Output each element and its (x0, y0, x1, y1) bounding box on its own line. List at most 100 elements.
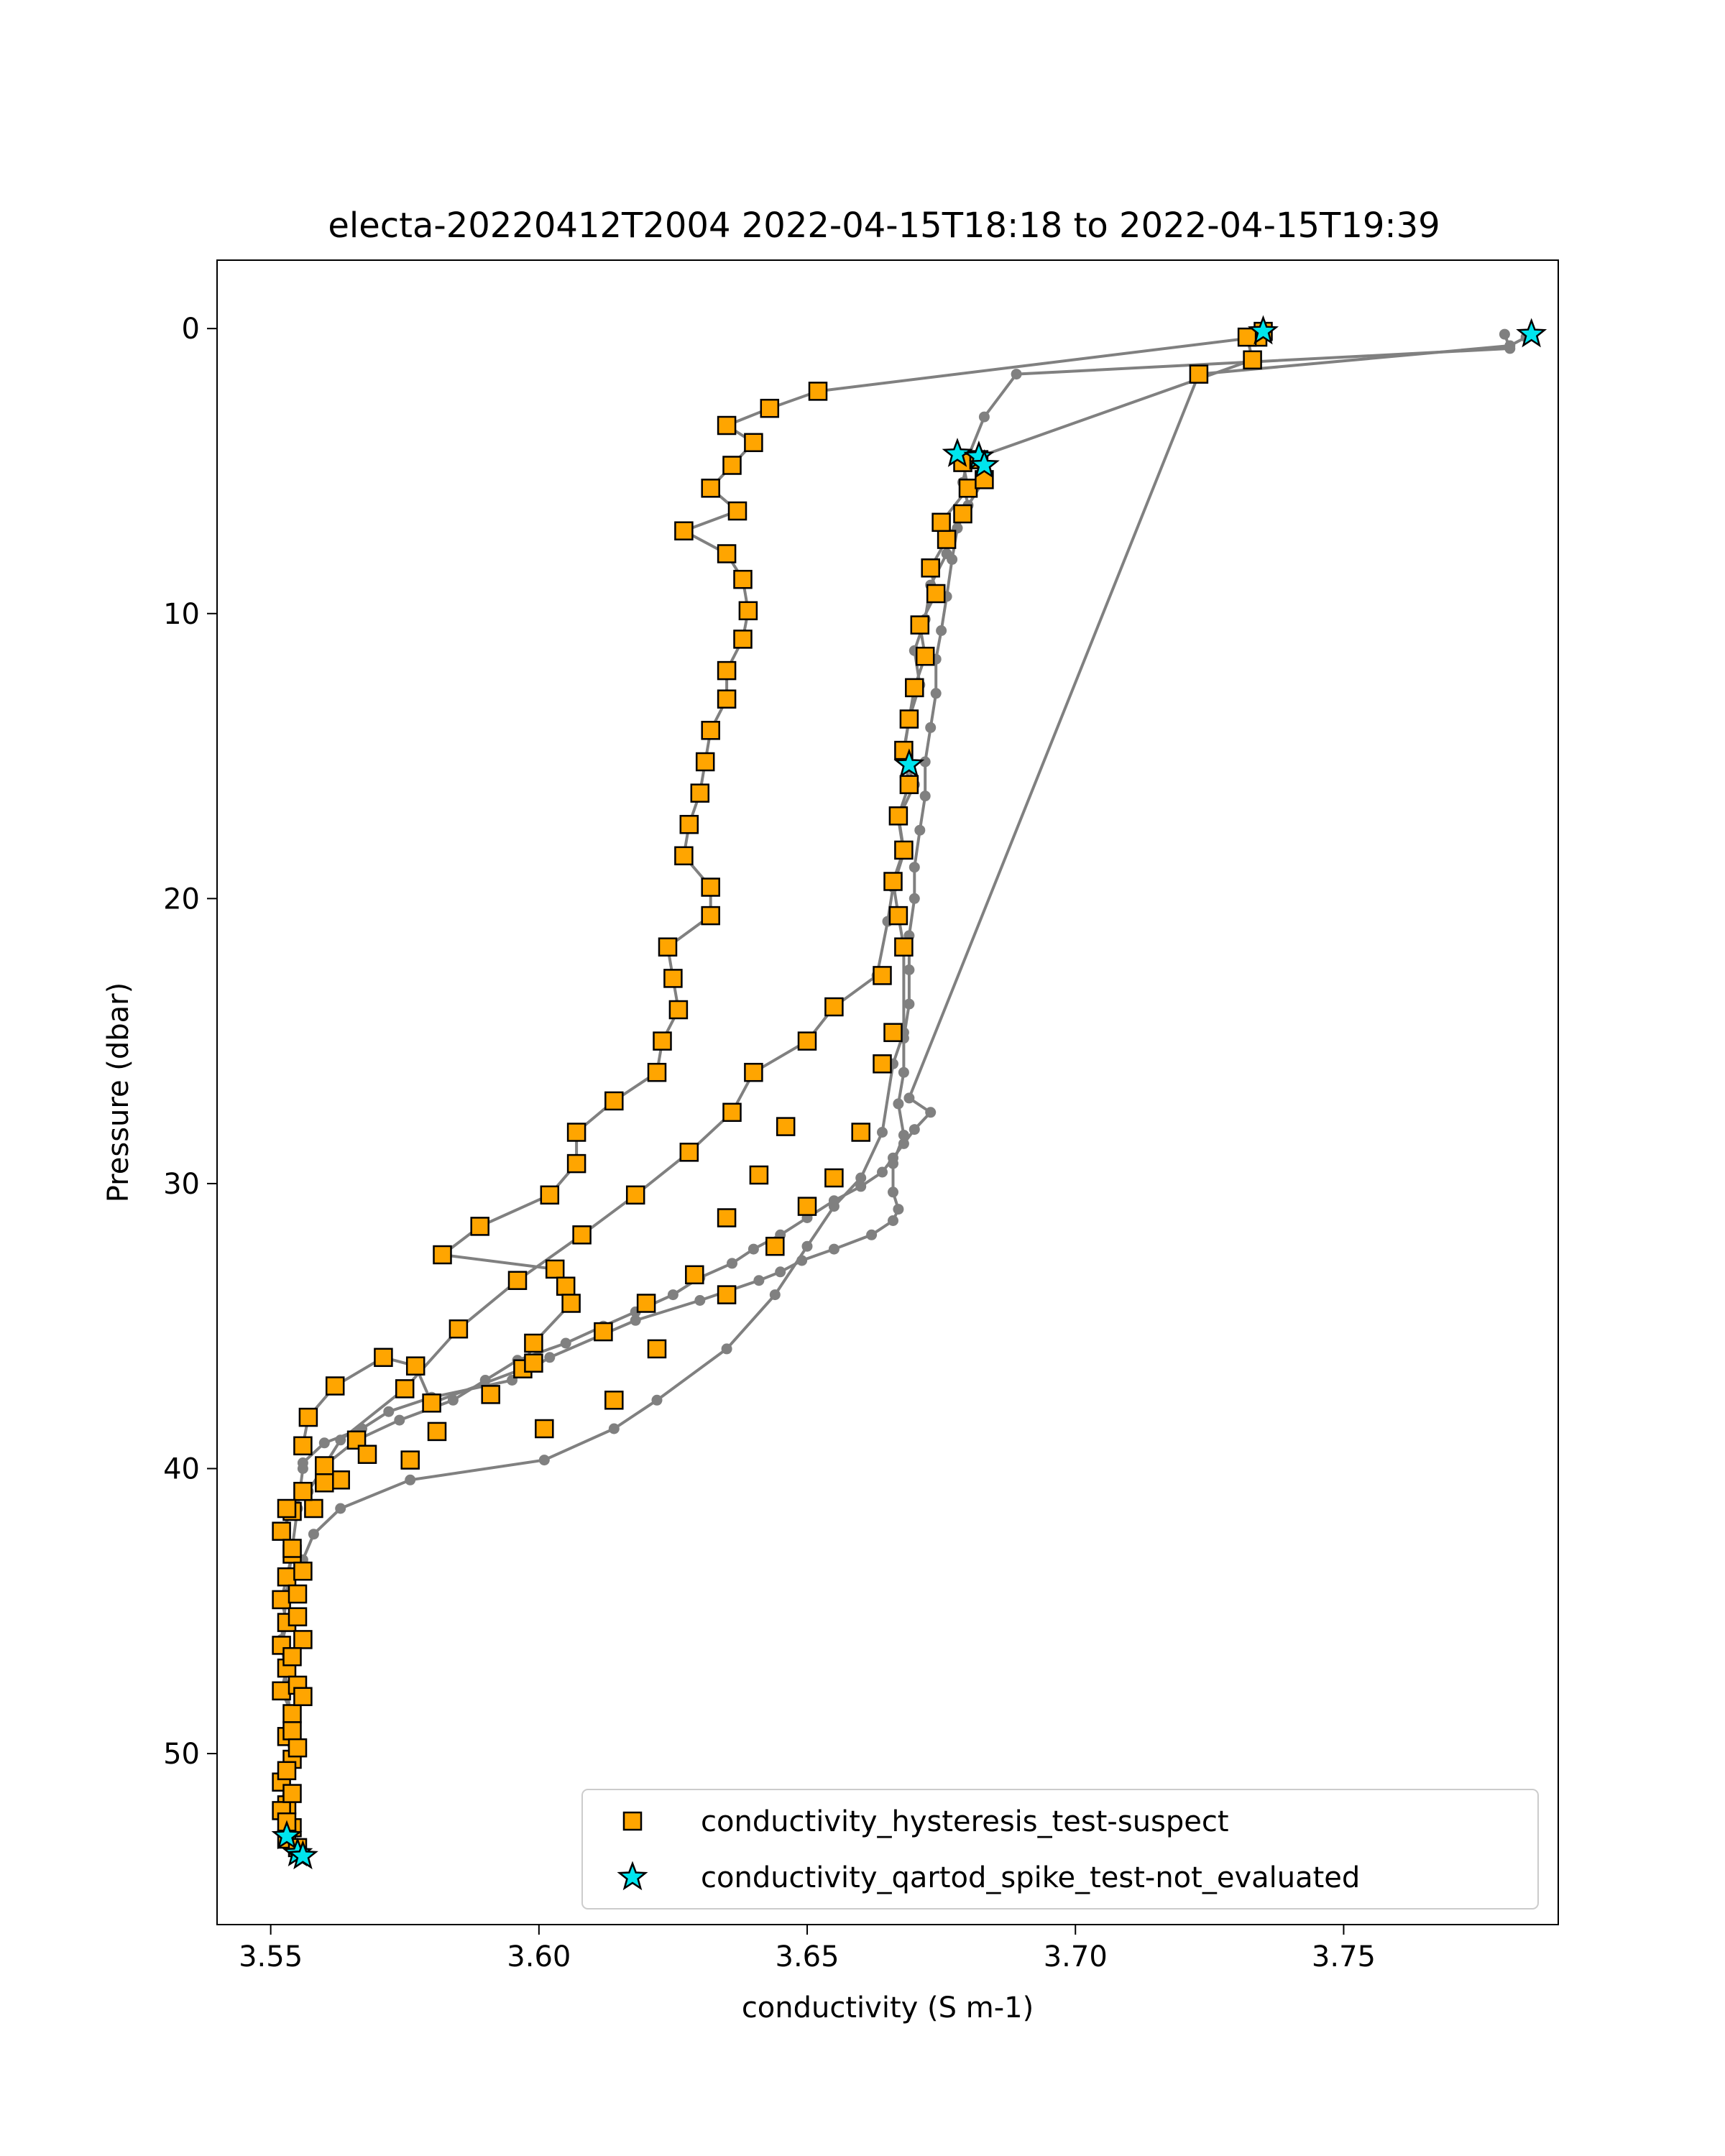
profile-point (877, 1166, 888, 1178)
profile-point (1504, 340, 1516, 351)
suspect-marker (315, 1456, 334, 1475)
profile-point (383, 1406, 395, 1417)
suspect-marker (733, 569, 753, 589)
suspect-marker (395, 1379, 415, 1399)
suspect-marker (524, 1353, 543, 1373)
profile-point (1011, 369, 1022, 380)
suspect-marker (797, 1031, 817, 1051)
suspect-marker (524, 1333, 543, 1353)
suspect-marker (808, 382, 828, 401)
profile-point (538, 1455, 550, 1466)
profile-point (748, 1243, 759, 1255)
plot-area (271, 315, 1547, 1870)
suspect-marker (722, 1102, 742, 1123)
suspect-marker (722, 456, 742, 475)
profile-point (721, 1343, 732, 1355)
suspect-marker (1243, 350, 1262, 370)
x-tick-label: 3.60 (507, 1940, 571, 1973)
profile-point (903, 998, 915, 1010)
profile-point (667, 1289, 678, 1301)
profile-point (769, 1289, 781, 1301)
suspect-marker (304, 1498, 323, 1519)
suspect-marker (701, 906, 720, 926)
profile-point (651, 1394, 663, 1406)
suspect-marker (899, 775, 919, 794)
suspect-marker (888, 806, 908, 826)
spike-marker (942, 438, 973, 467)
suspect-marker (422, 1393, 441, 1413)
profile-point (335, 1434, 346, 1446)
profile-point (855, 1172, 867, 1184)
suspect-marker (346, 1430, 367, 1450)
suspect-marker (695, 752, 715, 772)
profile-point (608, 1423, 620, 1434)
suspect-marker (400, 1450, 420, 1470)
suspect-marker (293, 1561, 313, 1581)
profile-point (893, 1098, 904, 1110)
suspect-marker (448, 1319, 469, 1339)
profile-point (727, 1258, 737, 1269)
suspect-marker (293, 1630, 313, 1649)
profile-point (919, 756, 931, 768)
suspect-marker (717, 689, 737, 709)
profile-point (828, 1243, 840, 1255)
suspect-marker (899, 709, 919, 729)
suspect-marker (594, 1322, 613, 1342)
suspect-marker (894, 937, 914, 957)
suspect-marker (433, 1245, 452, 1265)
profile-point (903, 1092, 915, 1104)
profile-point (898, 1067, 909, 1078)
profile-point (903, 964, 915, 975)
suspect-marker (298, 1407, 318, 1427)
suspect-marker (604, 1391, 624, 1410)
suspect-marker (1237, 327, 1257, 347)
y-tick-label: 40 (163, 1452, 200, 1485)
profile-point (978, 411, 990, 423)
profile-point (394, 1414, 405, 1426)
suspect-marker (647, 1062, 667, 1082)
suspect-marker (293, 1481, 313, 1501)
legend-label: conductivity_hysteresis_test-suspect (701, 1805, 1229, 1838)
legend-entries: conductivity_hysteresis_test-suspectcond… (617, 1805, 1360, 1894)
suspect-marker (851, 1123, 870, 1142)
suspect-marker (647, 1339, 667, 1359)
suspect-marker (357, 1445, 377, 1464)
y-tick-label: 0 (182, 313, 200, 346)
profile-point (888, 1152, 898, 1164)
y-tick-label: 10 (163, 598, 200, 631)
profile-point (1499, 328, 1510, 340)
suspect-marker (824, 1168, 844, 1188)
suspect-marker (701, 721, 720, 740)
legend-star-icon (617, 1861, 648, 1891)
profile-point (753, 1275, 765, 1286)
suspect-marker (282, 1784, 302, 1803)
profile-point (447, 1394, 459, 1406)
suspect-marker (727, 501, 748, 521)
suspect-marker (282, 1704, 302, 1723)
suspect-marker (277, 1567, 297, 1587)
suspect-marker (910, 615, 930, 635)
legend-label: conductivity_qartod_spike_test-not_evalu… (701, 1861, 1360, 1894)
profile-point (893, 1204, 904, 1215)
profile-point (297, 1463, 308, 1474)
suspect-marker (674, 846, 694, 866)
y-axis-label: Pressure (dbar) (102, 982, 135, 1202)
suspect-marker (915, 646, 935, 666)
profile-point (479, 1375, 491, 1386)
suspect-marker (282, 1539, 302, 1558)
profile-point (318, 1437, 330, 1449)
suspect-marker (894, 840, 914, 860)
suspect-marker (883, 1023, 903, 1042)
suspect-marker (566, 1123, 586, 1142)
suspect-marker (1189, 364, 1209, 384)
spike-marker (1247, 315, 1279, 345)
suspect-marker (668, 1000, 689, 1020)
profile-point (908, 893, 920, 904)
suspect-marker (765, 1236, 785, 1256)
profile-point (930, 688, 942, 699)
profile-point (936, 625, 947, 636)
suspect-marker (282, 1721, 302, 1741)
suspect-marker (958, 479, 978, 498)
spike-marker (968, 448, 1000, 479)
